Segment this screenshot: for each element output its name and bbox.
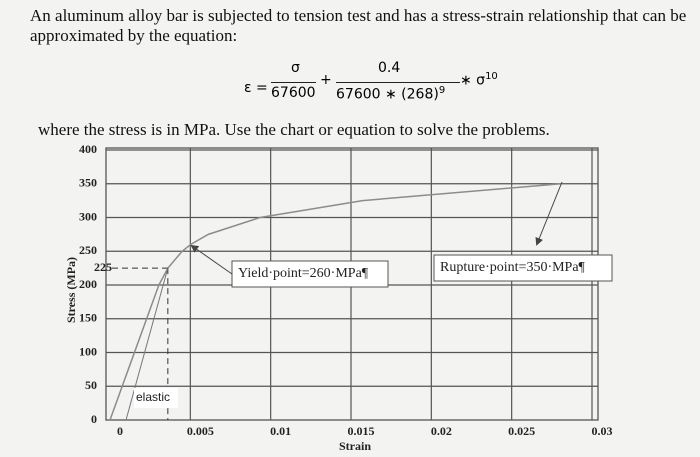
x-tick-label: 0 <box>117 424 123 438</box>
y-axis-label: Stress (MPa) <box>64 257 78 323</box>
yield-arrow <box>190 244 233 275</box>
eq-den2: 67600 ∗ (268)9 <box>336 82 460 103</box>
instruction: where the stress is in MPa. Use the char… <box>38 120 550 139</box>
stress-strain-curve <box>109 183 562 421</box>
elastic-line <box>125 267 169 421</box>
eq-den2-text: 67600 ∗ (268) <box>336 86 439 103</box>
plot-frame <box>105 147 599 421</box>
elastic-label: elastic <box>136 390 170 404</box>
eq-tail: ∗ σ10 <box>460 71 498 89</box>
eq-tail-text: ∗ σ <box>460 72 486 89</box>
y-tick-label: 250 <box>79 243 97 257</box>
yield-label: Yield·point=260·MPa¶ <box>238 266 369 281</box>
x-tick-label: 0.02 <box>431 424 452 438</box>
marked-stress-label: 225 <box>94 260 112 274</box>
y-tick-label: 400 <box>79 142 97 156</box>
eq-num1: σ <box>291 60 300 76</box>
y-tick-label: 50 <box>85 378 97 392</box>
rupture-box <box>433 254 613 282</box>
x-tick-label: 0.015 <box>348 424 375 438</box>
rupture-label: Rupture·point=350·MPa¶ <box>440 260 586 275</box>
x-axis-label: Strain <box>339 439 371 453</box>
elastic-box <box>134 388 178 408</box>
intro: An aluminum alloy bar is subjected to te… <box>30 6 687 45</box>
x-tick-label: 0.005 <box>187 424 214 438</box>
x-tick-label: 0.01 <box>270 424 291 438</box>
eq-tail-exp: 10 <box>485 71 498 82</box>
y-tick-label: 200 <box>79 277 97 291</box>
eq-num2: 0.4 <box>378 60 401 76</box>
eq-den-exp: 9 <box>438 85 446 96</box>
y-tick-label: 100 <box>79 344 97 358</box>
eq-den1: 67600 <box>271 82 316 101</box>
x-tick-label: 0.025 <box>508 424 535 438</box>
rupture-arrow <box>535 181 563 246</box>
y-tick-label: 300 <box>79 209 97 223</box>
eq-plus: + <box>320 72 332 88</box>
x-tick-label: 0.03 <box>592 424 613 438</box>
y-tick-label: 150 <box>79 311 97 325</box>
eq-lhs: ε = <box>244 80 268 96</box>
yield-box <box>231 260 389 288</box>
y-tick-label: 350 <box>79 176 97 190</box>
y-tick-label: 0 <box>91 412 97 426</box>
